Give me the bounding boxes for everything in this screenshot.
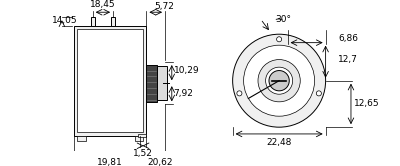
Text: 22,48: 22,48: [266, 138, 292, 147]
Text: 12,7: 12,7: [338, 55, 358, 64]
Text: 5,72: 5,72: [154, 1, 174, 10]
Bar: [91, 17, 95, 26]
Bar: [138, 134, 146, 137]
Bar: [77, 136, 86, 141]
Bar: [135, 136, 143, 141]
Circle shape: [258, 60, 300, 102]
Text: 1,52: 1,52: [133, 149, 153, 158]
Circle shape: [276, 37, 282, 42]
Circle shape: [266, 67, 293, 94]
Circle shape: [244, 45, 315, 116]
Circle shape: [316, 91, 321, 96]
Bar: [156, 66, 167, 100]
Bar: [111, 17, 115, 26]
Circle shape: [237, 91, 242, 96]
Bar: [74, 26, 146, 136]
Text: 14,05: 14,05: [52, 16, 77, 25]
Text: 18,45: 18,45: [90, 0, 116, 9]
Text: 20,62: 20,62: [147, 158, 173, 166]
Circle shape: [269, 71, 289, 91]
Text: 7,92: 7,92: [174, 89, 193, 98]
Text: 6,86: 6,86: [338, 34, 358, 43]
Bar: [146, 65, 156, 102]
Text: 30°: 30°: [275, 15, 291, 24]
Text: 12,65: 12,65: [354, 99, 379, 108]
Text: 10,29: 10,29: [174, 66, 199, 75]
Circle shape: [233, 34, 326, 127]
Text: 19,81: 19,81: [97, 158, 123, 166]
Bar: [77, 29, 143, 132]
